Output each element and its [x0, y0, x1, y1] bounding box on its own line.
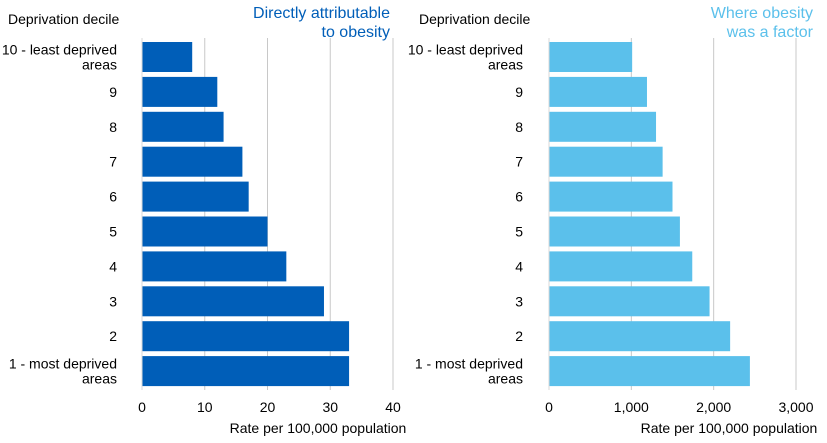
y-tick-label: 2 [515, 328, 523, 344]
bar [549, 251, 693, 282]
y-tick-label: 7 [109, 154, 117, 170]
chart-panel-1: 0 10 20 30 40 Deprivation decile Rate per 100,… [8, 11, 406, 436]
bar [142, 251, 287, 282]
bar [549, 286, 710, 317]
bar [549, 76, 647, 107]
bar [549, 146, 663, 177]
y-tick-label: 6 [515, 189, 523, 205]
y-tick-label: 3 [515, 293, 523, 309]
bar [549, 216, 680, 247]
y-tick-label: 5 [515, 224, 523, 240]
y-tick-label: 1 - most deprived areas [415, 356, 523, 387]
chart-panel-2: 0 1,000 2,000 3,000 Deprivation decile Rate p… [419, 11, 817, 436]
y-tick-label: 5 [109, 224, 117, 240]
bar [142, 321, 350, 352]
y-tick-label: 1 - most deprived areas [9, 356, 117, 387]
bar [142, 111, 224, 142]
bar [142, 216, 268, 247]
x-tick-label: 40 [385, 399, 401, 415]
y-tick-label: 8 [109, 119, 117, 135]
x-tick-label: 30 [322, 399, 338, 415]
y-tick-label: 7 [515, 154, 523, 170]
y-tick-label: 9 [109, 84, 117, 100]
y-tick-label: 6 [109, 189, 117, 205]
x-axis-label: Rate per 100,000 population [641, 420, 818, 436]
bar [549, 42, 633, 72]
y-tick-label: 4 [515, 258, 523, 274]
y-axis-label: Deprivation decile [419, 11, 530, 27]
y-axis-label: Deprivation decile [8, 11, 119, 27]
chart-title: Directly attributable to obesity [253, 5, 390, 41]
bar [142, 146, 243, 177]
bar [549, 111, 657, 142]
bar [142, 286, 324, 317]
x-tick-label: 20 [260, 399, 276, 415]
y-tick-label: 10 - least deprived areas [2, 42, 117, 73]
y-tick-label: 2 [109, 328, 117, 344]
bar [142, 42, 193, 72]
y-tick-label: 4 [109, 258, 117, 274]
bar [142, 356, 350, 387]
y-tick-label: 9 [515, 84, 523, 100]
x-tick-label: 3,000 [778, 399, 813, 415]
bar [142, 76, 218, 107]
x-tick-label: 2,000 [696, 399, 731, 415]
x-axis-label: Rate per 100,000 population [230, 420, 407, 436]
bar [549, 321, 731, 352]
chart-title: Where obesity was a factor [711, 5, 814, 41]
x-tick-label: 1,000 [614, 399, 649, 415]
y-tick-label: 3 [109, 293, 117, 309]
bar [549, 181, 673, 212]
x-tick-label: 0 [545, 399, 553, 415]
x-tick-label: 10 [197, 399, 213, 415]
y-tick-label: 10 - least deprived areas [408, 42, 523, 73]
x-tick-label: 0 [138, 399, 146, 415]
bar [549, 356, 750, 387]
y-tick-label: 8 [515, 119, 523, 135]
bar [142, 181, 249, 212]
